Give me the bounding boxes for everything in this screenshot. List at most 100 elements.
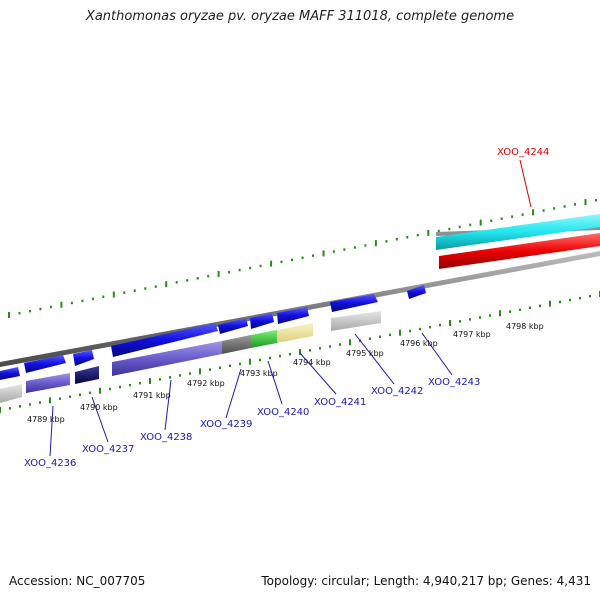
- scale-tick: [374, 240, 377, 247]
- scale-tick: [479, 316, 481, 319]
- scale-tick: [499, 310, 501, 317]
- scale-tick: [49, 397, 51, 404]
- scale-tick: [549, 300, 551, 307]
- scale-tick: [39, 401, 41, 404]
- accession-text: Accession: NC_007705: [9, 574, 146, 588]
- scale-tick: [301, 256, 304, 259]
- gene-arrow: [407, 285, 426, 299]
- map-title: Xanthomonas oryzae pv. oryzae MAFF 31101…: [85, 9, 515, 24]
- connector-line: [421, 332, 453, 376]
- scale-tick: [139, 381, 141, 385]
- scale-tick: [332, 250, 335, 253]
- scale-tick: [189, 372, 191, 375]
- gene-arrow: [218, 318, 248, 334]
- gene-label-xoo-4237[interactable]: XOO_4237: [82, 444, 134, 455]
- gene-box: [222, 335, 251, 354]
- reverse-strand-genes: [0, 311, 381, 403]
- outer-tick-ring: [8, 199, 597, 318]
- scale-tick: [343, 248, 346, 251]
- forward-strand-genes: [0, 285, 426, 380]
- scale-tick: [102, 295, 105, 298]
- kbp-label: 4790 kbp: [80, 403, 118, 412]
- kbp-label: 4791 kbp: [133, 391, 171, 400]
- scale-tick: [18, 311, 21, 315]
- scale-tick: [209, 368, 211, 371]
- scale-tick: [532, 209, 535, 216]
- scale-tick: [589, 294, 591, 298]
- scale-tick: [379, 335, 381, 338]
- scale-tick: [259, 264, 262, 268]
- gene-box: [0, 384, 22, 403]
- gene-label-xoo-4244[interactable]: XOO_4244: [497, 147, 549, 158]
- scale-tick: [270, 260, 273, 267]
- gene-label-xoo-4240[interactable]: XOO_4240: [257, 407, 309, 418]
- scale-tick: [79, 393, 81, 396]
- scale-tick: [416, 233, 419, 237]
- gene-labels[interactable]: XOO_4236 XOO_4237 XOO_4238 XOO_4239 XOO_…: [24, 147, 549, 469]
- scale-tick: [409, 329, 411, 333]
- scale-tick: [149, 378, 151, 384]
- gene-box: [75, 366, 99, 384]
- scale-tick: [459, 320, 461, 323]
- connector-line: [354, 333, 395, 385]
- scale-tick: [299, 349, 301, 355]
- gene-arrow: [277, 307, 309, 324]
- gene-box: [112, 341, 222, 376]
- scale-tick: [91, 297, 94, 301]
- kbp-label: 4789 kbp: [27, 415, 65, 424]
- scale-tick: [369, 337, 371, 340]
- scale-tick: [129, 383, 131, 387]
- scale-tick: [8, 312, 10, 318]
- connector-line: [267, 360, 283, 405]
- cyan-feature-track: [436, 214, 600, 250]
- scale-tick: [60, 301, 63, 308]
- scale-tick: [364, 244, 367, 247]
- scale-tick: [529, 306, 531, 309]
- scale-tick: [133, 289, 136, 292]
- kbp-label: 4794 kbp: [293, 358, 331, 367]
- scale-tick: [406, 236, 409, 239]
- gene-arrow: [250, 313, 274, 329]
- scale-tick: [509, 310, 511, 313]
- scale-tick: [39, 307, 42, 311]
- gene-label-xoo-4239[interactable]: XOO_4239: [200, 419, 252, 430]
- scale-tick: [29, 309, 31, 313]
- scale-tick: [349, 339, 351, 346]
- scale-tick: [584, 199, 587, 206]
- scale-tick: [119, 385, 121, 389]
- scale-tick: [69, 395, 71, 398]
- scale-tick: [70, 301, 73, 305]
- scale-tick: [112, 291, 115, 298]
- scale-tick: [144, 287, 147, 290]
- scale-tick: [489, 314, 491, 317]
- scale-tick: [319, 347, 321, 350]
- kbp-scale-labels: 4789 kbp 4790 kbp 4791 kbp 4792 kbp 4793…: [27, 322, 544, 424]
- scale-tick: [511, 215, 514, 218]
- scale-tick: [429, 325, 431, 329]
- scale-tick: [458, 225, 461, 229]
- scale-tick: [99, 387, 101, 394]
- scale-tick: [427, 229, 430, 236]
- gene-label-xoo-4241[interactable]: XOO_4241: [314, 397, 366, 408]
- scale-tick: [448, 227, 451, 231]
- scale-tick: [280, 260, 283, 264]
- scale-tick: [179, 374, 181, 377]
- gene-label-xoo-4243[interactable]: XOO_4243: [428, 377, 480, 388]
- connector-line: [299, 352, 337, 395]
- kbp-label: 4793 kbp: [240, 369, 278, 378]
- scale-tick: [579, 296, 581, 300]
- gene-box: [26, 373, 70, 393]
- scale-tick: [207, 275, 210, 278]
- gene-label-xoo-4236[interactable]: XOO_4236: [24, 458, 76, 469]
- scale-tick: [339, 343, 341, 346]
- scale-tick: [385, 240, 388, 243]
- scale-tick: [0, 407, 1, 413]
- gene-label-xoo-4238[interactable]: XOO_4238: [140, 432, 192, 443]
- gene-arrow: [111, 323, 218, 357]
- gene-label-xoo-4242[interactable]: XOO_4242: [371, 386, 423, 397]
- scale-tick: [289, 352, 291, 356]
- scale-tick: [490, 219, 493, 222]
- scale-tick: [249, 266, 252, 270]
- scale-tick: [196, 277, 199, 280]
- scale-tick: [419, 327, 421, 331]
